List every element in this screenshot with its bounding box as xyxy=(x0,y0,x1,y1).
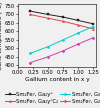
Y-axis label: Curie temperature (°C): Curie temperature (°C) xyxy=(0,1,3,70)
Sm₂Fe₇, Ga₂y⁶C₂ xyxy=(29,14,31,15)
Sm₂Fe₇, Ga₂y xyxy=(77,32,79,34)
Sm₂Fe₇, Ga₂y xyxy=(47,46,49,47)
Sm₂Fe₇, Ga₂y⁶C₂ xyxy=(92,28,94,29)
X-axis label: Gallium content in x y: Gallium content in x y xyxy=(25,77,89,82)
Sm₂Fe₇, Ga₂y xyxy=(77,43,79,45)
Sm₂Fe₇, Ga₂y⁶ xyxy=(92,23,94,24)
Sm₂Fe₇, Ga₂y⁶C₂ xyxy=(47,18,49,19)
Sm₂Fe₇, Ga₂y⁶ xyxy=(29,10,31,12)
Sm₂Fe₇, Ga₂y xyxy=(29,53,31,54)
Line: Sm₂Fe₇, Ga₂y⁶C₂: Sm₂Fe₇, Ga₂y⁶C₂ xyxy=(29,13,94,30)
Sm₂Fe₇, Ga₂y xyxy=(29,62,31,63)
Sm₂Fe₇, Ga₂y xyxy=(62,50,64,52)
Sm₂Fe₇, Ga₂y⁶ xyxy=(77,20,79,21)
Sm₂Fe₇, Ga₂y⁶C₂ xyxy=(62,21,64,22)
Sm₂Fe₇, Ga₂y xyxy=(62,39,64,40)
Sm₂Fe₇, Ga₂y xyxy=(92,37,94,38)
Sm₂Fe₇, Ga₂y⁶ xyxy=(47,14,49,15)
Line: Sm₂Fe₇, Ga₂y⁶: Sm₂Fe₇, Ga₂y⁶ xyxy=(29,10,94,25)
Sm₂Fe₇, Ga₂y xyxy=(92,26,94,27)
Sm₂Fe₇, Ga₂y xyxy=(47,56,49,57)
Line: Sm₂Fe₇, Ga₂y: Sm₂Fe₇, Ga₂y xyxy=(29,37,94,64)
Line: Sm₂Fe₇, Ga₂y: Sm₂Fe₇, Ga₂y xyxy=(29,26,94,54)
Sm₂Fe₇, Ga₂y⁶ xyxy=(62,16,64,18)
Sm₂Fe₇, Ga₂y⁶C₂ xyxy=(77,24,79,26)
Legend: Sm₂Fe₇, Ga₂y⁶, Sm₂Fe₇, Ga₂y⁶C₂, Sm₂Fe₇, Ga₂y, Sm₂Fe₇, Ga₂y: Sm₂Fe₇, Ga₂y⁶, Sm₂Fe₇, Ga₂y⁶C₂, Sm₂Fe₇, … xyxy=(5,91,100,104)
